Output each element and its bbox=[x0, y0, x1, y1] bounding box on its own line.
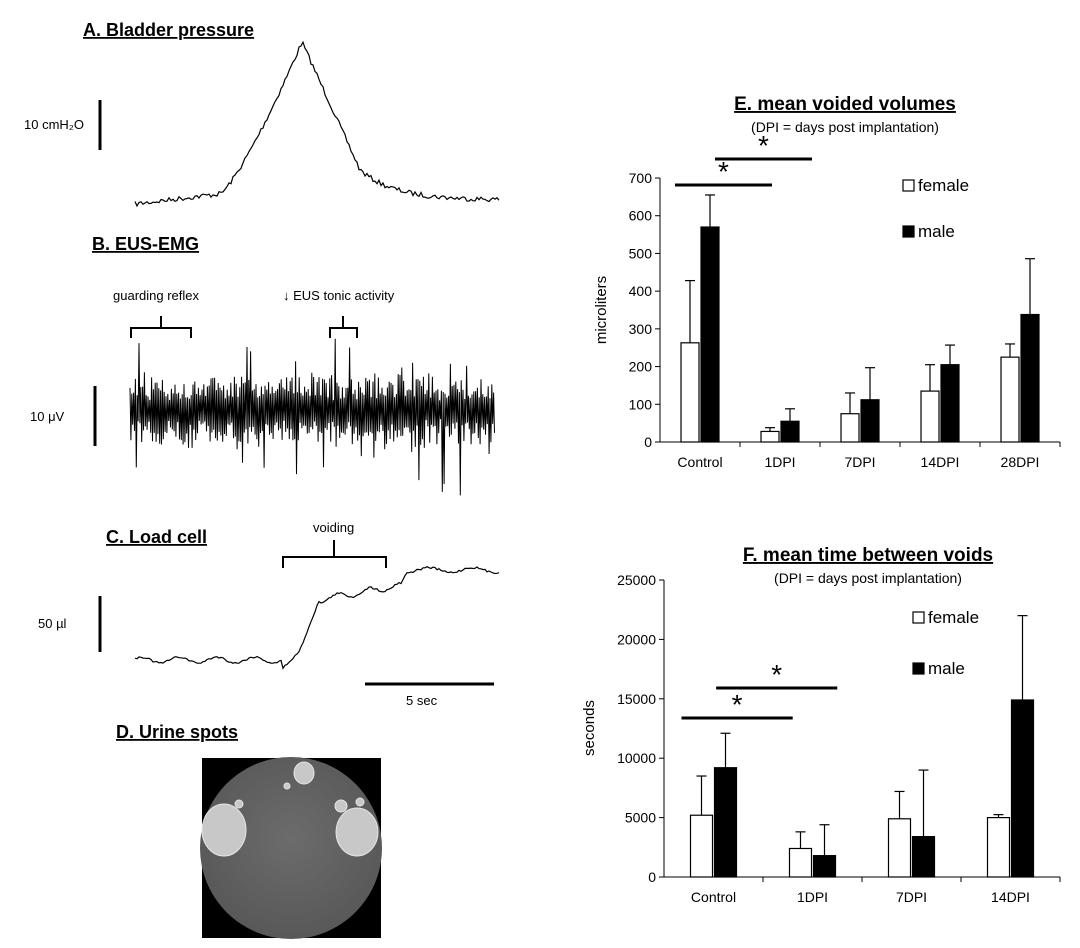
y-tick-label: 300 bbox=[629, 321, 653, 337]
bar-female bbox=[986, 816, 1011, 878]
urine-spot bbox=[293, 761, 315, 785]
panel-b-title: B. EUS-EMG bbox=[92, 234, 199, 254]
bar-female bbox=[760, 430, 780, 443]
urine-spot bbox=[201, 803, 247, 857]
x-tick-label: 7DPI bbox=[896, 889, 927, 905]
chart-e-y-axis-label: microliters bbox=[593, 276, 610, 344]
bar-male bbox=[911, 836, 936, 878]
chart-e-title: E. mean voided volumes bbox=[734, 94, 956, 115]
bar-female bbox=[680, 342, 700, 443]
guarding-reflex-label: guarding reflex bbox=[113, 288, 199, 303]
load-cell-trace bbox=[134, 566, 500, 670]
y-tick-label: 100 bbox=[629, 396, 653, 412]
urine-spot bbox=[283, 782, 291, 790]
y-tick-label: 20000 bbox=[617, 631, 656, 647]
x-tick-label: 1DPI bbox=[764, 454, 795, 470]
significance-star: * bbox=[732, 689, 743, 720]
bar-female bbox=[689, 814, 714, 878]
legend-label-female: female bbox=[918, 176, 969, 195]
bar-male bbox=[700, 226, 720, 443]
bar-female bbox=[788, 847, 813, 878]
panel-a-scale-label: 10 cmH₂O bbox=[24, 117, 84, 132]
bar-male bbox=[940, 364, 960, 443]
eus-tonic-label: ↓ EUS tonic activity bbox=[283, 288, 395, 303]
chart-e-mean-voided-volumes: E. mean voided volumes (DPI = days post … bbox=[593, 94, 1061, 470]
significance-star: * bbox=[758, 130, 769, 161]
panel-c-title: C. Load cell bbox=[106, 527, 207, 547]
y-tick-label: 5000 bbox=[625, 810, 656, 826]
chart-e-subtitle: (DPI = days post implantation) bbox=[751, 119, 939, 135]
legend-swatch-female bbox=[902, 179, 915, 192]
y-tick-label: 600 bbox=[629, 208, 653, 224]
x-tick-label: 7DPI bbox=[844, 454, 875, 470]
x-tick-label: 14DPI bbox=[991, 889, 1030, 905]
x-tick-label: 28DPI bbox=[1001, 454, 1040, 470]
urine-spot bbox=[355, 797, 365, 807]
time-scale-label: 5 sec bbox=[406, 693, 438, 708]
legend-label-male: male bbox=[918, 222, 955, 241]
x-tick-label: 14DPI bbox=[921, 454, 960, 470]
eus-emg-trace bbox=[129, 338, 495, 496]
voiding-label: voiding bbox=[313, 520, 354, 535]
chart-f-subtitle: (DPI = days post implantation) bbox=[774, 570, 962, 586]
panel-b-scale-label: 10 μV bbox=[30, 409, 65, 424]
panel-d-title: D. Urine spots bbox=[116, 722, 238, 742]
x-tick-label: Control bbox=[691, 889, 736, 905]
y-tick-label: 0 bbox=[648, 869, 656, 885]
bar-male bbox=[1020, 313, 1040, 443]
y-tick-label: 15000 bbox=[617, 691, 656, 707]
urine-spot bbox=[335, 807, 379, 857]
chart-f-y-axis-label: seconds bbox=[581, 700, 598, 756]
bar-female bbox=[887, 818, 912, 878]
bar-male bbox=[1010, 699, 1035, 878]
guarding-reflex-bracket bbox=[130, 316, 192, 338]
bar-female bbox=[840, 413, 860, 443]
legend-label-male: male bbox=[928, 659, 965, 678]
y-tick-label: 10000 bbox=[617, 750, 656, 766]
bar-male bbox=[812, 855, 837, 878]
significance-star: * bbox=[718, 156, 729, 187]
panel-a-title: A. Bladder pressure bbox=[83, 20, 254, 40]
eus-tonic-bracket bbox=[329, 316, 358, 338]
y-tick-label: 400 bbox=[629, 283, 653, 299]
urine-spot bbox=[334, 799, 348, 813]
chart-f-mean-time-between-voids: F. mean time between voids (DPI = days p… bbox=[581, 545, 1061, 905]
bladder-pressure-trace bbox=[134, 40, 500, 208]
significance-star: * bbox=[771, 659, 782, 690]
bar-female bbox=[1000, 356, 1020, 443]
bar-female bbox=[920, 390, 940, 443]
urine-spots-image bbox=[200, 757, 382, 939]
legend-label-female: female bbox=[928, 608, 979, 627]
y-tick-label: 700 bbox=[629, 170, 653, 186]
x-tick-label: 1DPI bbox=[797, 889, 828, 905]
bar-male bbox=[713, 767, 738, 878]
legend-swatch-female bbox=[912, 611, 925, 624]
voiding-bracket bbox=[282, 540, 387, 568]
urine-spot bbox=[234, 799, 244, 809]
legend-swatch-male bbox=[902, 225, 915, 238]
y-tick-label: 25000 bbox=[617, 572, 656, 588]
legend-swatch-male bbox=[912, 662, 925, 675]
bar-male bbox=[860, 399, 880, 443]
chart-f-title: F. mean time between voids bbox=[743, 545, 993, 566]
x-tick-label: Control bbox=[677, 454, 722, 470]
y-tick-label: 0 bbox=[644, 434, 652, 450]
y-tick-label: 500 bbox=[629, 245, 653, 261]
panel-c-scale-label: 50 µl bbox=[38, 616, 67, 631]
y-tick-label: 200 bbox=[629, 359, 653, 375]
bar-male bbox=[780, 420, 800, 443]
